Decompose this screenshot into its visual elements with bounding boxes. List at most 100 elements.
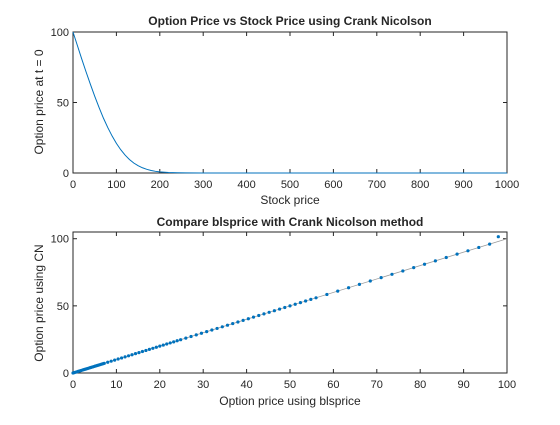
bottom-x-tick-label: 10 xyxy=(110,379,122,391)
data-point xyxy=(288,304,292,308)
data-point xyxy=(144,348,148,353)
data-point xyxy=(137,350,141,355)
top-series-group xyxy=(72,31,507,174)
top-x-tick-label: 700 xyxy=(368,179,386,191)
data-point xyxy=(309,297,313,302)
data-point xyxy=(277,307,282,311)
bottom-y-tick-label: 50 xyxy=(57,301,69,313)
data-point xyxy=(109,359,113,363)
data-point xyxy=(147,347,151,351)
top-y-tick-label: 50 xyxy=(57,98,69,110)
data-point xyxy=(168,341,172,345)
bottom-x-tick-label: 100 xyxy=(498,379,516,391)
data-point xyxy=(496,235,500,239)
bottom-x-tick-label: 30 xyxy=(197,379,209,391)
data-point xyxy=(293,302,297,306)
data-point xyxy=(272,309,276,313)
data-point xyxy=(412,265,416,270)
data-point xyxy=(220,325,224,329)
data-point xyxy=(225,323,230,327)
data-point xyxy=(251,315,256,319)
top-x-ticks: 0 100 200 300 400 500 600 700 800 900 1000 xyxy=(70,32,519,191)
data-point xyxy=(189,334,193,339)
bottom-y-ticks: 0 50 100 xyxy=(51,234,507,380)
bottom-y-tick-label: 100 xyxy=(51,234,69,246)
data-point xyxy=(368,279,372,283)
top-chart: Option Price vs Stock Price using Crank … xyxy=(32,14,519,207)
data-point xyxy=(477,245,481,250)
bottom-chart: Compare blsprice with Crank Nicolson met… xyxy=(32,215,516,408)
data-point xyxy=(130,353,134,357)
data-point xyxy=(126,354,131,358)
data-point xyxy=(236,320,240,324)
data-point xyxy=(314,296,318,300)
bottom-x-tick-label: 20 xyxy=(154,379,166,391)
data-point xyxy=(175,339,179,343)
top-x-tick-label: 1000 xyxy=(495,179,519,191)
top-x-tick-label: 200 xyxy=(151,179,169,191)
bottom-series-group xyxy=(71,235,500,375)
data-point xyxy=(151,346,155,350)
series-line xyxy=(72,31,507,174)
data-point xyxy=(140,349,145,354)
bottom-x-tick-label: 80 xyxy=(414,379,426,391)
data-point xyxy=(283,305,287,310)
bottom-x-tick-label: 40 xyxy=(240,379,252,391)
top-x-tick-label: 400 xyxy=(237,179,255,191)
top-y-axis-label: Option price at t = 0 xyxy=(32,49,46,154)
data-point xyxy=(390,272,394,276)
data-point xyxy=(205,330,209,334)
top-chart-title: Option Price vs Stock Price using Crank … xyxy=(148,14,431,28)
data-point xyxy=(210,328,214,332)
data-point xyxy=(433,259,437,263)
data-point xyxy=(488,242,492,246)
data-point xyxy=(102,361,106,365)
top-plot-area xyxy=(72,31,508,174)
top-x-tick-label: 0 xyxy=(70,179,76,191)
top-x-axis-label: Stock price xyxy=(260,193,320,207)
bottom-x-tick-label: 0 xyxy=(70,379,76,391)
data-point xyxy=(304,299,308,303)
data-point xyxy=(133,352,138,356)
data-point xyxy=(116,357,120,361)
data-point xyxy=(357,282,362,286)
data-point xyxy=(346,286,351,290)
bottom-y-tick-label: 0 xyxy=(63,368,69,380)
top-x-tick-label: 900 xyxy=(454,179,472,191)
data-point xyxy=(241,318,245,322)
data-point xyxy=(267,310,271,314)
data-point xyxy=(154,345,158,349)
data-point xyxy=(246,317,250,321)
data-point xyxy=(194,333,198,337)
data-point xyxy=(106,360,110,364)
data-point xyxy=(336,289,340,293)
data-point xyxy=(172,340,176,344)
top-x-tick-label: 600 xyxy=(324,179,342,191)
data-point xyxy=(120,356,124,360)
data-point xyxy=(455,252,459,256)
data-point xyxy=(161,343,165,347)
bottom-x-tick-label: 70 xyxy=(371,379,383,391)
data-point xyxy=(215,326,219,331)
top-y-tick-label: 100 xyxy=(51,27,69,39)
data-point xyxy=(179,338,183,342)
bottom-chart-title: Compare blsprice with Crank Nicolson met… xyxy=(157,215,424,229)
data-point xyxy=(199,331,204,335)
data-point xyxy=(113,358,117,362)
top-y-ticks: 0 50 100 xyxy=(51,27,507,180)
top-x-tick-label: 300 xyxy=(194,179,212,191)
bottom-x-tick-label: 50 xyxy=(284,379,296,391)
data-point xyxy=(165,342,169,346)
data-point xyxy=(158,344,162,348)
data-point xyxy=(184,336,188,340)
data-point xyxy=(257,313,261,318)
data-point xyxy=(422,262,427,266)
data-point xyxy=(401,269,405,273)
data-point xyxy=(379,276,383,280)
top-x-tick-label: 500 xyxy=(281,179,299,191)
bottom-y-axis-label: Option price using CN xyxy=(32,244,46,361)
data-point xyxy=(231,321,235,326)
data-point xyxy=(262,312,266,316)
bottom-x-tick-label: 60 xyxy=(327,379,339,391)
